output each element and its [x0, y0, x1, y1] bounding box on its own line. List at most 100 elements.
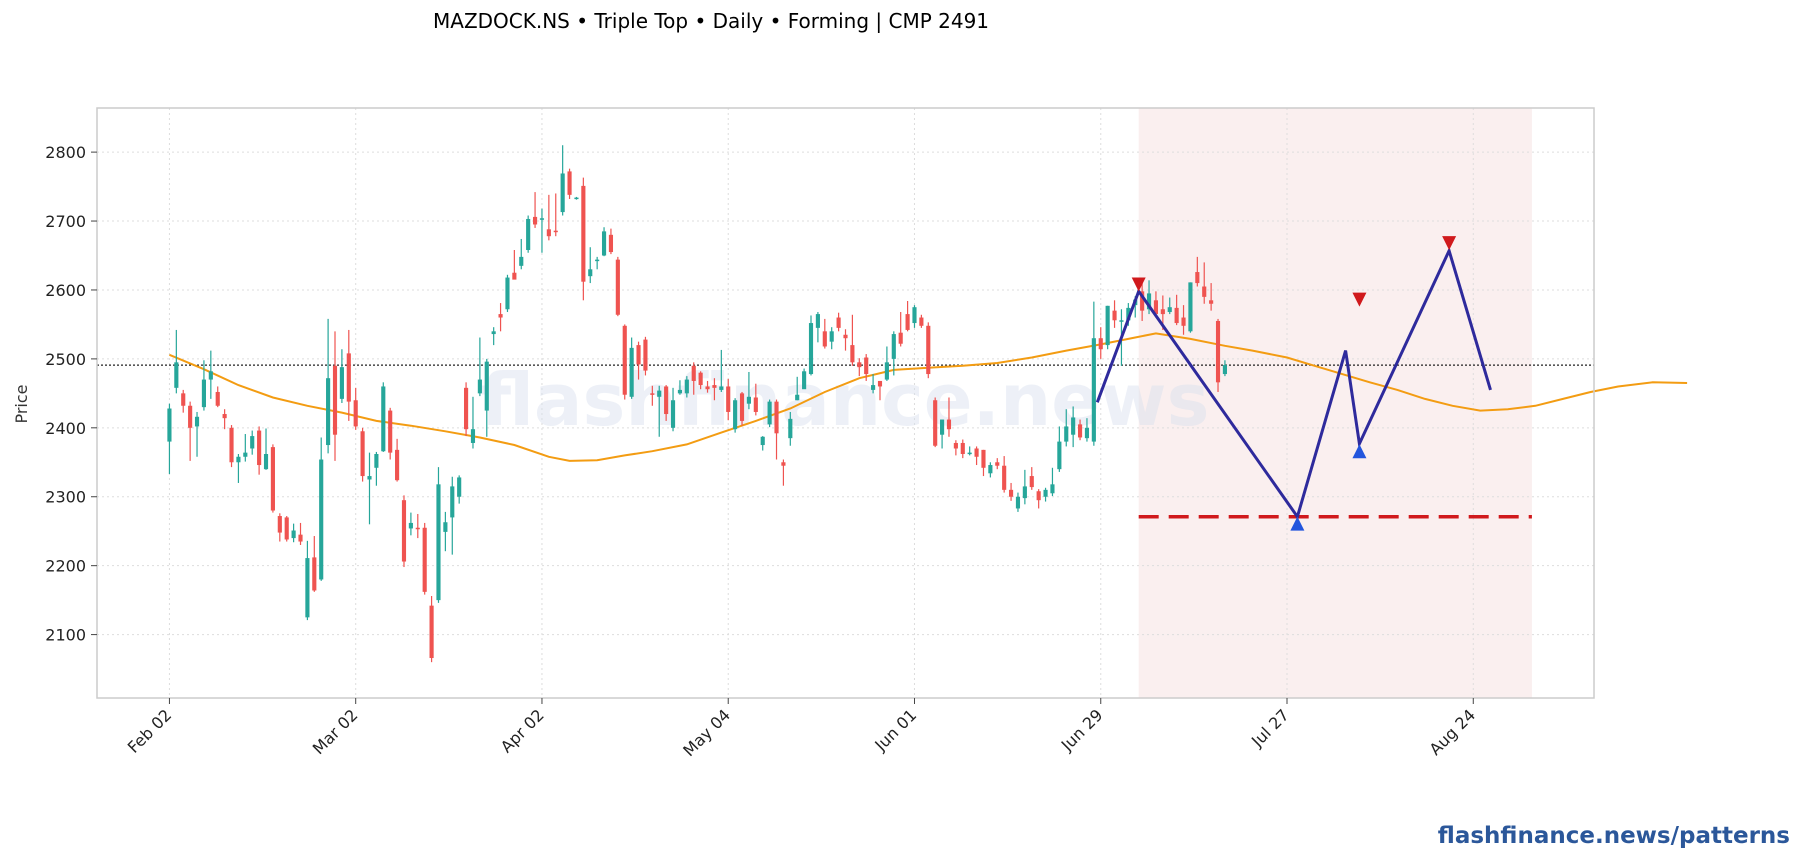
candle	[1050, 467, 1055, 497]
candle-body	[1215, 320, 1221, 383]
candle	[912, 305, 917, 328]
candle	[857, 358, 862, 377]
plot-frame	[96, 107, 1595, 699]
candle	[1022, 469, 1027, 505]
candle-body	[1167, 307, 1172, 313]
candle-body	[491, 331, 496, 335]
candle	[574, 196, 579, 200]
candle	[684, 376, 689, 398]
candle	[1195, 256, 1200, 287]
candle-body	[933, 400, 938, 446]
candle-body	[1222, 365, 1227, 375]
candle	[733, 398, 738, 433]
candle	[670, 387, 676, 432]
candle-body	[615, 259, 620, 315]
candle-body	[877, 380, 883, 387]
candle	[360, 427, 365, 482]
candle	[919, 314, 924, 328]
candle	[498, 303, 503, 332]
candle-body	[712, 385, 717, 388]
candle	[443, 511, 448, 552]
candle-body	[546, 229, 551, 237]
candle-body	[588, 269, 593, 277]
candle-body	[981, 449, 986, 468]
candle	[1064, 409, 1069, 447]
candle-body	[263, 454, 269, 470]
candle	[615, 256, 620, 317]
y-tick-label: 2500	[45, 350, 86, 369]
candle	[905, 300, 910, 332]
candle-body	[719, 386, 724, 390]
candlestick-series	[167, 145, 1227, 663]
pattern-highlight-region	[1138, 108, 1532, 698]
candle	[1084, 418, 1090, 442]
candle	[698, 371, 703, 390]
candle-body	[919, 317, 924, 326]
candle-body	[1015, 496, 1021, 509]
candle-body	[450, 486, 455, 518]
candle	[326, 318, 331, 454]
candle-body	[539, 218, 545, 220]
candle-body	[298, 534, 303, 542]
candle	[953, 440, 958, 456]
candle	[974, 446, 979, 466]
candle-body	[733, 400, 738, 430]
candle	[291, 523, 296, 543]
candle	[1098, 327, 1103, 359]
candle-body	[822, 331, 827, 347]
candle-body	[1209, 300, 1214, 304]
y-axis: 2100 2200 2300 2400 2500 2600 2700 2800	[45, 143, 97, 645]
candle-body	[815, 314, 820, 328]
candle	[836, 312, 841, 332]
candle-body	[581, 185, 586, 282]
watermark-text: flashfinance.news	[481, 358, 1210, 442]
candle-body	[753, 397, 758, 412]
candle-body	[698, 372, 703, 386]
candle	[415, 513, 420, 539]
candle	[871, 374, 876, 394]
candle-body	[781, 462, 786, 466]
candle-body	[1064, 426, 1069, 442]
candle	[1167, 297, 1172, 315]
candle	[1215, 318, 1221, 392]
candle	[395, 438, 400, 482]
candle-body	[277, 516, 282, 533]
y-tick-label: 2600	[45, 281, 86, 300]
candle-body	[201, 379, 206, 408]
footer-link[interactable]: flashfinance.news/patterns	[1438, 823, 1790, 849]
candle	[781, 459, 786, 486]
candle	[995, 458, 1000, 470]
y-tick-label: 2200	[45, 557, 86, 576]
candle-body	[684, 379, 689, 394]
candle-body	[319, 459, 324, 580]
candle-body	[332, 365, 338, 435]
y-tick-label: 2100	[45, 626, 86, 645]
candle	[622, 324, 627, 400]
candle-body	[884, 362, 889, 380]
candle-body	[746, 396, 751, 404]
candle-body	[767, 401, 772, 425]
candle-body	[664, 386, 669, 415]
y-tick-label: 2700	[45, 212, 86, 231]
candle-body	[167, 408, 172, 442]
candle	[477, 337, 482, 397]
candle	[1174, 294, 1179, 326]
candle	[726, 378, 731, 421]
candle-body	[353, 400, 358, 427]
candle-body	[229, 427, 234, 463]
candle	[581, 177, 586, 301]
candle-body	[395, 449, 400, 481]
candle	[505, 274, 510, 313]
candle	[484, 358, 489, 437]
candle	[877, 380, 883, 401]
candle	[457, 475, 462, 504]
candle-body	[560, 173, 565, 213]
candle	[601, 227, 607, 257]
y-axis-label: Price	[12, 384, 31, 423]
candle-body	[864, 357, 869, 375]
candle-body	[374, 454, 379, 468]
candle	[374, 451, 379, 486]
candle-body	[1050, 484, 1055, 494]
candle	[705, 380, 710, 393]
candle	[257, 426, 262, 475]
